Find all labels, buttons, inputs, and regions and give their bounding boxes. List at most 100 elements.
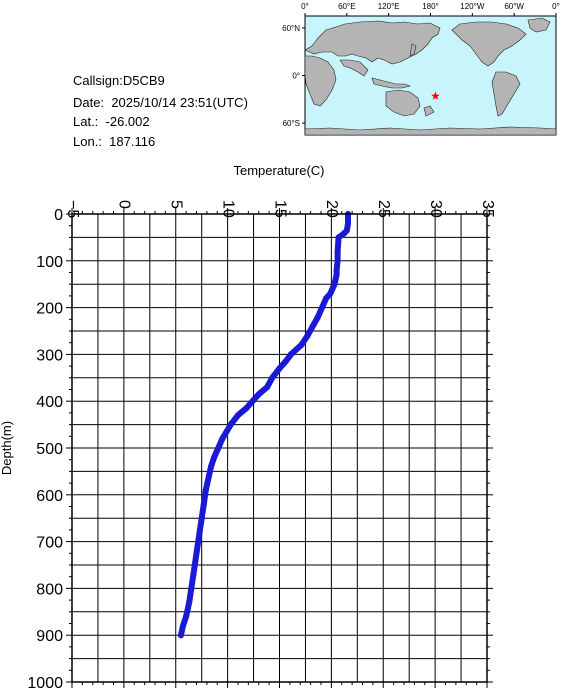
- plot-grid: [71, 213, 488, 683]
- map-lon-label: 60°E: [338, 2, 355, 11]
- lat-line: Lat.: -26.002: [73, 114, 150, 129]
- y-tick-label: 800: [36, 581, 63, 598]
- x-tick-label: 25: [375, 200, 392, 218]
- profile-point: [327, 290, 334, 297]
- profile-point: [333, 267, 340, 274]
- profile-point: [334, 257, 341, 264]
- map-lon-label: 120°E: [378, 2, 400, 11]
- profile-point: [340, 230, 347, 237]
- profile-point: [219, 435, 226, 442]
- lat-value: -26.002: [105, 114, 150, 129]
- y-tick-label: 700: [36, 535, 63, 552]
- map-lat-label: 0°: [292, 72, 300, 81]
- profile-point: [249, 398, 256, 405]
- y-tick-label: 0: [54, 207, 63, 224]
- profile-point: [205, 473, 212, 480]
- world-map: 0° 60°E 120°E 180° 120°W 60°W 0° 60°N 0° 60°S: [282, 2, 560, 136]
- profile-point: [314, 314, 321, 320]
- profile-point: [323, 295, 330, 302]
- profile-point: [282, 358, 289, 365]
- profile-point: [243, 405, 250, 412]
- profile-point: [276, 365, 283, 372]
- profile-point: [208, 463, 214, 470]
- profile-point: [192, 557, 199, 564]
- date-label: Date:: [73, 95, 105, 110]
- profile-point: [215, 445, 222, 451]
- x-tick-labels: −5 0 5 10 15 20 25 30 35: [64, 200, 496, 218]
- map-land: [304, 17, 557, 136]
- profile-point: [298, 342, 305, 348]
- lat-label: Lat.:: [73, 114, 99, 129]
- map-lon-label: 0°: [552, 2, 560, 11]
- y-tick-label: 1000: [27, 675, 63, 690]
- eurasia-landmass: [304, 20, 441, 65]
- map-lon-label: 120°W: [460, 2, 485, 11]
- y-tick-labels: 0 100 200 300 400 500 600 700 800 900 1000: [27, 207, 63, 690]
- new-zealand-landmass: [423, 105, 435, 117]
- profile-point: [202, 487, 209, 494]
- x-tick-label: 5: [168, 200, 185, 209]
- date-line: Date: 2025/10/14 23:51(UTC): [73, 95, 248, 110]
- station-marker-star: [431, 91, 440, 100]
- profile-point: [177, 632, 184, 639]
- x-tick-label: 0: [116, 200, 133, 209]
- y-tick-label: 200: [36, 301, 63, 318]
- x-axis-title: Temperature(C): [233, 163, 324, 178]
- y-tick-label: 500: [36, 441, 63, 458]
- profile-points: [177, 211, 351, 639]
- x-tick-label: 30: [427, 200, 444, 218]
- map-lon-label: 0°: [301, 2, 309, 11]
- profile-point: [329, 285, 336, 292]
- x-tick-label: 10: [219, 200, 236, 218]
- date-value: 2025/10/14 23:51(UTC): [111, 95, 248, 110]
- profile-point: [200, 501, 207, 508]
- map-lon-label: 180°: [422, 2, 439, 11]
- profile-point: [333, 271, 340, 278]
- y-tick-label: 600: [36, 488, 63, 505]
- callsign-text: Callsign:D5CB9: [73, 73, 165, 88]
- profile-point: [235, 412, 241, 419]
- profile-point: [183, 613, 190, 620]
- profile-point: [309, 323, 316, 330]
- profile-point: [190, 571, 197, 578]
- india-landmass: [339, 59, 369, 77]
- profile-point: [227, 421, 234, 428]
- map-ticks: [302, 13, 557, 124]
- x-tick-label: 15: [271, 200, 288, 218]
- australia-landmass: [385, 89, 421, 117]
- y-tick-label: 400: [36, 394, 63, 411]
- profile-point: [345, 220, 351, 227]
- y-axis-title: Depth(m): [0, 421, 14, 475]
- profile-point: [334, 248, 341, 255]
- map-lat-label: 60°S: [283, 119, 300, 128]
- map-lon-label: 60°W: [504, 2, 524, 11]
- profile-point: [188, 585, 195, 592]
- y-tick-label: 300: [36, 347, 63, 364]
- plot-frame: [71, 213, 488, 683]
- profile-point: [331, 281, 338, 288]
- profile-point: [304, 332, 311, 339]
- lon-line: Lon.: 187.116: [73, 134, 155, 149]
- profile-point: [196, 529, 203, 536]
- profile-point: [319, 304, 325, 311]
- profile-point: [198, 515, 205, 522]
- japan-landmass: [409, 43, 417, 57]
- map-lat-label: 60°N: [282, 24, 300, 33]
- map-latitude-labels: 60°N 0° 60°S: [282, 24, 300, 128]
- profile-point: [335, 234, 342, 241]
- north-america-landmass: [451, 21, 527, 67]
- africa-landmass: [304, 55, 337, 107]
- profile-point: [211, 454, 218, 461]
- south-america-landmass: [491, 71, 521, 117]
- profile-point: [186, 599, 193, 606]
- y-tick-label: 900: [36, 628, 63, 645]
- temperature-profile-plot: −5 0 5 10 15 20 25 30 35 01002003004005006007008…: [0, 163, 496, 690]
- antarctica-landmass: [304, 126, 557, 136]
- profile-point: [223, 428, 230, 435]
- profile-point: [255, 391, 262, 398]
- profile-point: [269, 374, 276, 381]
- profile-point: [293, 346, 300, 353]
- profile-point: [332, 276, 339, 283]
- profile-point: [180, 622, 186, 629]
